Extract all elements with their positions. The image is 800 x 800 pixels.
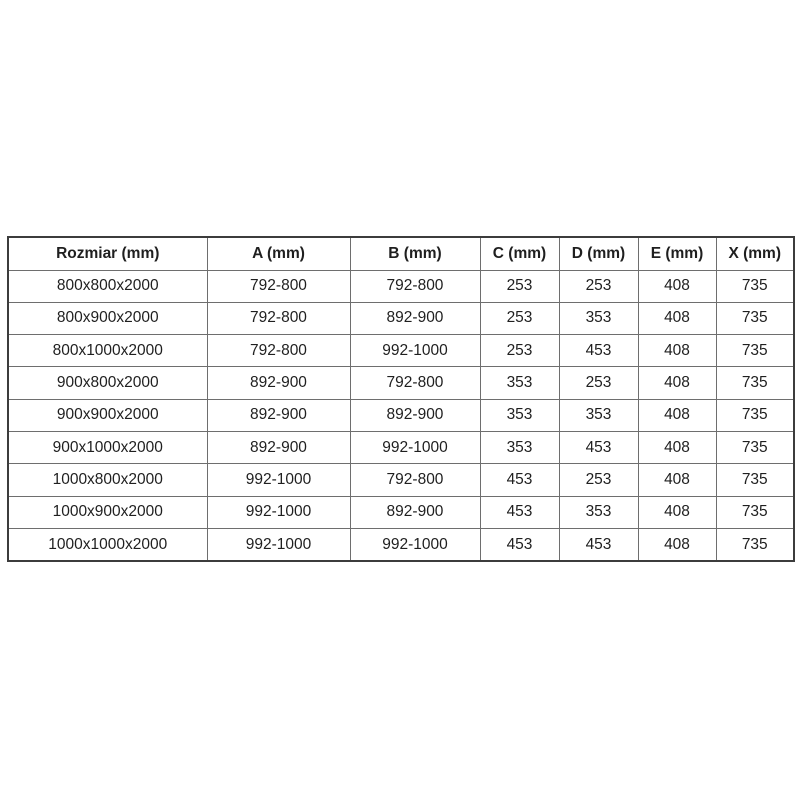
table-cell: 408 <box>637 528 717 562</box>
column-header-c: C (mm) <box>479 236 560 271</box>
table-cell: 892-900 <box>206 366 351 400</box>
table-cell: 735 <box>715 269 795 303</box>
table-cell: 408 <box>637 366 717 400</box>
table-cell: 453 <box>558 528 639 562</box>
table-cell: 408 <box>637 334 717 368</box>
table-cell: 735 <box>715 398 795 433</box>
column-header-d: D (mm) <box>558 236 639 271</box>
table-cell: 353 <box>558 398 639 433</box>
table-cell: 792-800 <box>206 334 351 368</box>
column-header-a: A (mm) <box>206 236 351 271</box>
table-row: 1000x900x2000 992-1000 892-900 453 353 408 735 <box>7 495 795 530</box>
table-cell: 735 <box>715 334 795 368</box>
table-cell: 800x1000x2000 <box>7 334 208 368</box>
table-cell: 253 <box>479 301 560 336</box>
table-cell: 353 <box>479 431 560 465</box>
table-cell: 353 <box>558 301 639 336</box>
table-cell: 453 <box>479 528 560 562</box>
table-cell: 792-800 <box>206 301 351 336</box>
table-cell: 353 <box>479 366 560 400</box>
table-cell: 408 <box>637 301 717 336</box>
column-header-b: B (mm) <box>349 236 481 271</box>
table-cell: 453 <box>558 334 639 368</box>
table-cell: 792-800 <box>206 269 351 303</box>
table-cell: 735 <box>715 431 795 465</box>
table-cell: 253 <box>558 463 639 497</box>
table-cell: 992-1000 <box>349 431 481 465</box>
table-cell: 735 <box>715 366 795 400</box>
table-cell: 792-800 <box>349 366 481 400</box>
table-cell: 992-1000 <box>206 528 351 562</box>
table-header-row: Rozmiar (mm) A (mm) B (mm) C (mm) D (mm)… <box>7 236 795 271</box>
table-cell: 992-1000 <box>349 334 481 368</box>
table-cell: 892-900 <box>349 301 481 336</box>
table-cell: 735 <box>715 301 795 336</box>
table-cell: 892-900 <box>206 431 351 465</box>
table-cell: 735 <box>715 528 795 562</box>
table-cell: 1000x800x2000 <box>7 463 208 497</box>
table-cell: 792-800 <box>349 463 481 497</box>
table-cell: 800x900x2000 <box>7 301 208 336</box>
table-row: 800x900x2000 792-800 892-900 253 353 408 735 <box>7 301 795 336</box>
table-cell: 453 <box>479 495 560 530</box>
table-row: 900x800x2000 892-900 792-800 353 253 408 735 <box>7 366 795 400</box>
table-cell: 408 <box>637 431 717 465</box>
table-cell: 353 <box>558 495 639 530</box>
table-body: 800x800x2000 792-800 792-800 253 253 408 735 80… <box>7 269 795 562</box>
table-cell: 253 <box>558 269 639 303</box>
table-cell: 892-900 <box>349 495 481 530</box>
table-cell: 735 <box>715 463 795 497</box>
table-cell: 900x900x2000 <box>7 398 208 433</box>
column-header-x: X (mm) <box>715 236 795 271</box>
table-cell: 253 <box>479 269 560 303</box>
table-cell: 253 <box>479 334 560 368</box>
table-cell: 453 <box>558 431 639 465</box>
table-cell: 900x1000x2000 <box>7 431 208 465</box>
table-cell: 992-1000 <box>349 528 481 562</box>
table-cell: 800x800x2000 <box>7 269 208 303</box>
table-cell: 892-900 <box>206 398 351 433</box>
table-cell: 900x800x2000 <box>7 366 208 400</box>
table-cell: 1000x900x2000 <box>7 495 208 530</box>
table-cell: 253 <box>558 366 639 400</box>
dimension-spec-table: Rozmiar (mm) A (mm) B (mm) C (mm) D (mm)… <box>7 236 795 562</box>
table-cell: 892-900 <box>349 398 481 433</box>
table-cell: 992-1000 <box>206 495 351 530</box>
table-cell: 1000x1000x2000 <box>7 528 208 562</box>
table-cell: 992-1000 <box>206 463 351 497</box>
column-header-e: E (mm) <box>637 236 717 271</box>
table-cell: 408 <box>637 463 717 497</box>
table-cell: 408 <box>637 495 717 530</box>
table-row: 900x900x2000 892-900 892-900 353 353 408 735 <box>7 398 795 433</box>
table-cell: 408 <box>637 269 717 303</box>
table-cell: 735 <box>715 495 795 530</box>
column-header-rozmiar: Rozmiar (mm) <box>7 236 208 271</box>
table-row: 900x1000x2000 892-900 992-1000 353 453 408 735 <box>7 431 795 465</box>
table-row: 800x1000x2000 792-800 992-1000 253 453 408 735 <box>7 334 795 368</box>
table-cell: 353 <box>479 398 560 433</box>
table-cell: 408 <box>637 398 717 433</box>
table-cell: 453 <box>479 463 560 497</box>
table-cell: 792-800 <box>349 269 481 303</box>
table-row: 800x800x2000 792-800 792-800 253 253 408 735 <box>7 269 795 303</box>
table-row: 1000x1000x2000 992-1000 992-1000 453 453 408 7… <box>7 528 795 562</box>
table-row: 1000x800x2000 992-1000 792-800 453 253 408 735 <box>7 463 795 497</box>
